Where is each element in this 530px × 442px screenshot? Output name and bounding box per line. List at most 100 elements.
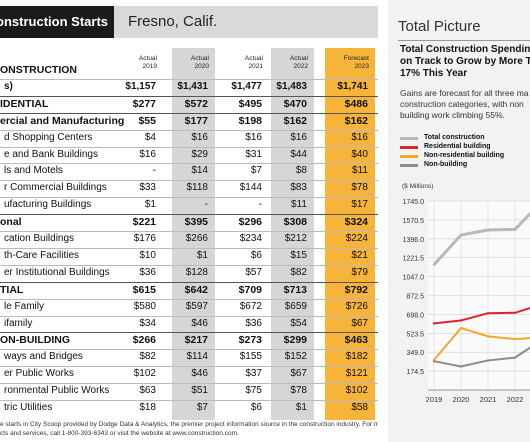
data-point: [459, 319, 463, 322]
legend-swatch: [400, 137, 418, 140]
y-tick-label: 1047.0: [403, 275, 425, 282]
row-label: ways and Bridges: [4, 351, 83, 363]
cell-value: $102: [345, 385, 368, 397]
cell-value: $277: [132, 97, 156, 110]
row-divider: [0, 298, 378, 300]
legend-swatch: [400, 146, 418, 149]
data-point: [486, 228, 490, 232]
data-point: [486, 312, 490, 315]
row-label: ls and Motels: [4, 165, 63, 177]
legend-swatch: [400, 155, 418, 158]
row-divider: [0, 112, 378, 114]
cell-value: $67: [290, 368, 307, 380]
cell-value: $162: [283, 114, 307, 127]
cell-value: $6: [250, 402, 262, 413]
cell-value: $266: [185, 233, 208, 244]
cell-value: $118: [186, 182, 208, 194]
cell-value: $709: [238, 283, 262, 296]
data-point: [432, 359, 436, 363]
cell-value: $102: [133, 368, 156, 380]
table-row: ronmental Public Works $63 $51 $75 $78 $102: [0, 385, 378, 401]
cell-value: -: [258, 199, 262, 211]
cell-value: $6: [250, 249, 262, 261]
cell-value: $40: [351, 148, 368, 160]
row-divider: [0, 315, 378, 317]
cell-value: $37: [245, 368, 262, 380]
row-label: ONSTRUCTION: [0, 64, 77, 76]
cell-value: $144: [239, 182, 262, 194]
x-tick-label: 2019: [426, 395, 443, 404]
column-header-0: Actual 2019: [138, 55, 157, 70]
x-tick-label: 2020: [453, 395, 470, 404]
cell-value: $18: [139, 402, 156, 413]
cell-value: $234: [239, 233, 262, 244]
row-label: er Institutional Buildings: [4, 266, 110, 278]
row-label: cation Buildings: [4, 233, 75, 244]
cell-value: $21: [351, 249, 368, 261]
y-axis-unit: ($ Millions): [402, 183, 434, 190]
total-picture-panel: Total Picture Total Construction Spendin…: [388, 0, 530, 442]
cell-value: $57: [245, 266, 262, 278]
city-label: Fresno, Calif.: [128, 13, 218, 30]
cell-value: $296: [238, 216, 262, 229]
row-divider: [0, 146, 378, 148]
cell-value: $36: [245, 317, 262, 329]
cell-value: $224: [345, 233, 368, 244]
cell-value: $16: [290, 131, 307, 143]
cell-value: $713: [283, 283, 307, 296]
table-row: tric Utilities $18 $7 $6 $1 $58: [0, 402, 378, 418]
cell-value: $659: [284, 300, 307, 312]
y-tick-label: 1570.5: [403, 218, 425, 225]
cell-value: $78: [290, 385, 307, 397]
table-header-bar: Construction Starts Fresno, Calif.: [0, 6, 378, 38]
row-label: tric Utilities: [4, 402, 53, 413]
cell-value: $78: [351, 182, 368, 194]
legend-swatch: [400, 164, 418, 167]
cell-value: $16: [245, 131, 262, 143]
row-divider: [0, 231, 378, 232]
cell-value: $299: [283, 334, 307, 347]
cell-value: $16: [191, 131, 208, 143]
row-label: TIAL: [0, 283, 24, 296]
row-label: ercial and Manufacturing: [0, 114, 125, 127]
cell-value: $14: [191, 165, 208, 177]
table-row: ways and Bridges $82 $114 $155 $152 $182: [0, 351, 378, 367]
row-label: d Shopping Centers: [4, 131, 93, 143]
cell-value: $51: [191, 385, 208, 397]
row-divider: [0, 281, 378, 283]
column-header-3: Actual 2022: [289, 55, 308, 70]
data-point: [513, 311, 517, 314]
cell-value: $79: [351, 266, 368, 278]
cell-value: $615: [132, 283, 156, 296]
y-tick-label: 174.5: [406, 369, 424, 376]
cell-value: $212: [284, 233, 307, 244]
table-row: ercial and Manufacturing $55 $177 $198 $162 $…: [0, 115, 378, 131]
cell-value: $486: [344, 97, 368, 110]
row-label: ronmental Public Works: [4, 385, 110, 397]
cell-value: $75: [245, 385, 262, 397]
cell-value: $55: [138, 114, 156, 127]
chart-legend: Total construction Residential building No…: [400, 134, 504, 170]
cell-value: $726: [345, 300, 368, 312]
data-point: [459, 233, 463, 237]
cell-value: $82: [290, 266, 307, 278]
cell-value: $58: [351, 402, 368, 413]
cell-value: $162: [344, 114, 368, 127]
cell-value: $82: [139, 351, 156, 363]
cell-value: $54: [290, 317, 307, 329]
cell-value: $1,477: [231, 80, 262, 92]
row-divider: [0, 264, 378, 266]
cell-value: $182: [345, 351, 368, 363]
cell-value: $63: [139, 385, 156, 397]
panel-headline: Total Construction Spending on Track to …: [400, 44, 530, 79]
table-row: er Institutional Buildings $36 $128 $57 $82 $…: [0, 267, 378, 283]
cell-value: $266: [132, 334, 156, 347]
cell-value: $1: [295, 402, 307, 413]
cell-value: $152: [284, 351, 307, 363]
cell-value: $1,157: [125, 80, 156, 92]
cell-value: $10: [139, 249, 156, 261]
cell-value: $580: [133, 300, 156, 312]
row-divider: [0, 129, 378, 131]
cell-value: $67: [351, 317, 368, 329]
cell-value: $176: [133, 233, 156, 244]
